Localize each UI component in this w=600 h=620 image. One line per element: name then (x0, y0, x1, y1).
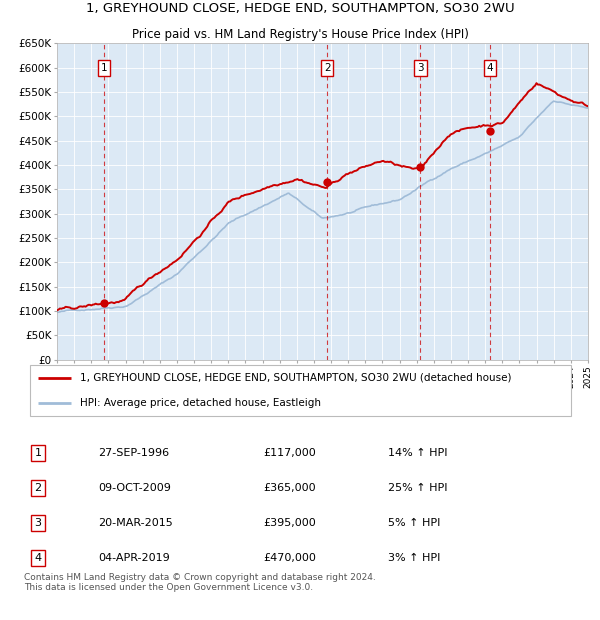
Text: 4: 4 (487, 63, 493, 73)
Text: £365,000: £365,000 (263, 483, 316, 493)
Text: 27-SEP-1996: 27-SEP-1996 (98, 448, 169, 458)
Text: Contains HM Land Registry data © Crown copyright and database right 2024.
This d: Contains HM Land Registry data © Crown c… (24, 573, 376, 592)
Text: Price paid vs. HM Land Registry's House Price Index (HPI): Price paid vs. HM Land Registry's House … (131, 29, 469, 41)
Text: 1: 1 (101, 63, 107, 73)
Text: £117,000: £117,000 (263, 448, 316, 458)
Text: HPI: Average price, detached house, Eastleigh: HPI: Average price, detached house, East… (80, 399, 321, 409)
Text: 1, GREYHOUND CLOSE, HEDGE END, SOUTHAMPTON, SO30 2WU: 1, GREYHOUND CLOSE, HEDGE END, SOUTHAMPT… (86, 2, 514, 15)
Text: 25% ↑ HPI: 25% ↑ HPI (389, 483, 448, 493)
Text: 5% ↑ HPI: 5% ↑ HPI (389, 518, 441, 528)
Text: 3% ↑ HPI: 3% ↑ HPI (389, 552, 441, 562)
Text: 3: 3 (417, 63, 424, 73)
Text: 4: 4 (34, 552, 41, 562)
Text: 14% ↑ HPI: 14% ↑ HPI (389, 448, 448, 458)
Text: 20-MAR-2015: 20-MAR-2015 (98, 518, 173, 528)
FancyBboxPatch shape (29, 365, 571, 416)
Text: 2: 2 (324, 63, 331, 73)
Text: 1, GREYHOUND CLOSE, HEDGE END, SOUTHAMPTON, SO30 2WU (detached house): 1, GREYHOUND CLOSE, HEDGE END, SOUTHAMPT… (80, 373, 511, 383)
Text: 3: 3 (34, 518, 41, 528)
Text: 09-OCT-2009: 09-OCT-2009 (98, 483, 170, 493)
Text: 1: 1 (34, 448, 41, 458)
Text: £470,000: £470,000 (263, 552, 316, 562)
Text: 2: 2 (34, 483, 41, 493)
Text: 04-APR-2019: 04-APR-2019 (98, 552, 170, 562)
Text: £395,000: £395,000 (263, 518, 316, 528)
